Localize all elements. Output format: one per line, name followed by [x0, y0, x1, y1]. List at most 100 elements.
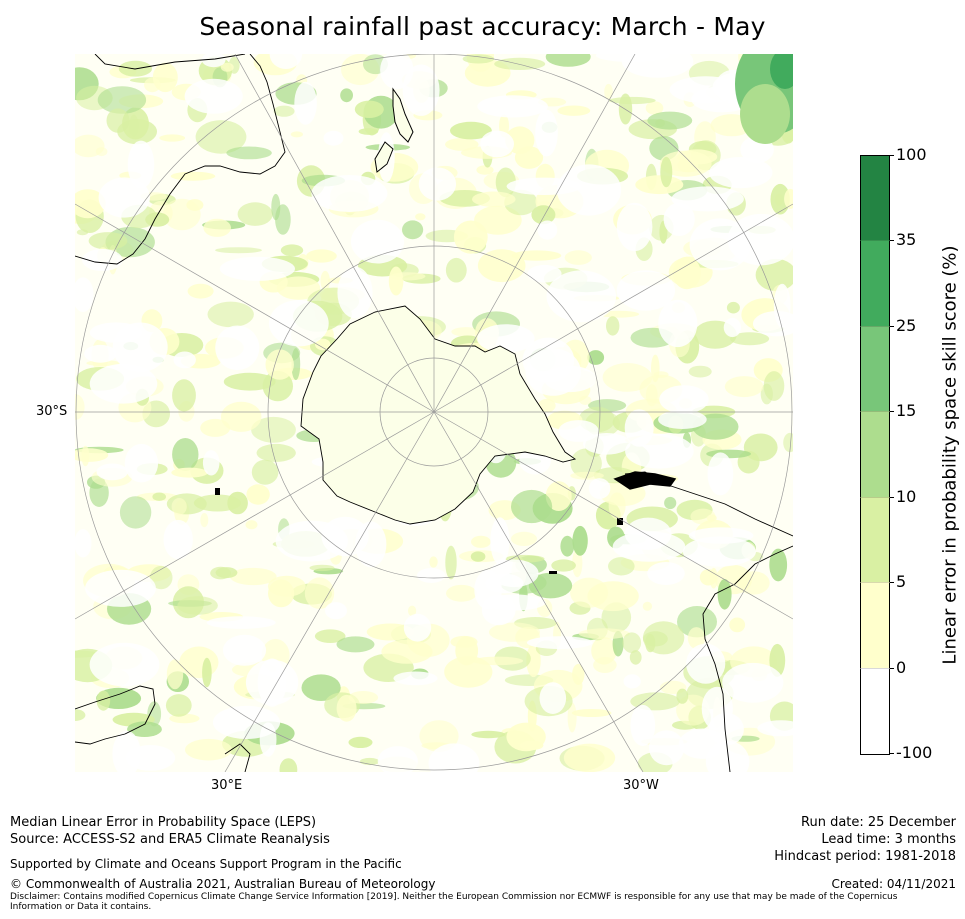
skill-gap [527, 264, 562, 283]
skill-gap [556, 164, 622, 216]
skill-patch [203, 218, 231, 237]
skill-patch [450, 121, 492, 140]
skill-patch [429, 556, 438, 568]
skill-patch [237, 202, 273, 226]
skill-patch [451, 327, 482, 337]
skill-patch [340, 88, 353, 103]
skill-patch [453, 220, 488, 254]
skill-gap [75, 529, 92, 558]
skill-patch [226, 146, 272, 160]
skill-gap [659, 385, 709, 414]
colorbar-tickmark [890, 582, 894, 584]
skill-gap [727, 213, 793, 266]
skill-patch [489, 622, 540, 642]
skill-patch [604, 83, 613, 100]
skill-patch [127, 721, 162, 737]
skill-gap [403, 613, 432, 642]
skill-gap [89, 642, 160, 687]
skill-patch [256, 443, 296, 462]
skill-patch [635, 175, 684, 195]
skill-patch [629, 650, 642, 665]
africa-coastline [75, 685, 156, 745]
skill-gap [206, 616, 276, 629]
skill-patch [251, 459, 279, 485]
skill-patch [470, 551, 486, 562]
colorbar-tick-label: 100 [896, 145, 927, 164]
skill-gap [75, 277, 94, 313]
madagascar-coastline [224, 743, 251, 772]
skill-gap [663, 202, 695, 236]
skill-patch [511, 250, 562, 261]
skill-gap [485, 573, 524, 594]
skill-patch [643, 631, 668, 647]
skill-patch [557, 105, 591, 116]
skill-patch [119, 496, 152, 529]
lon-label-30e: 30°E [211, 778, 243, 793]
colorbar-tickmark [890, 155, 894, 156]
skill-gap [201, 54, 226, 68]
skill-patch [170, 171, 216, 181]
skill-patch [290, 131, 303, 138]
skill-patch [75, 189, 106, 219]
skill-patch [769, 548, 788, 582]
skill-patch [301, 674, 341, 701]
polar-map [75, 54, 793, 772]
footer-copyright: © Commonwealth of Australia 2021, Austra… [10, 877, 436, 891]
skill-gap [222, 634, 267, 666]
skill-patch [571, 709, 612, 717]
colorbar-tick-label: 25 [896, 315, 917, 335]
skill-gap [98, 177, 150, 218]
skill-gap [219, 256, 295, 281]
colorbar-segment [860, 582, 890, 669]
skill-gap [707, 452, 734, 496]
skill-patch [567, 702, 577, 733]
skill-patch [455, 636, 479, 666]
high-skill-patch [740, 84, 790, 144]
skill-patch [572, 525, 588, 556]
skill-gap [184, 78, 243, 114]
skill-patch [354, 100, 384, 118]
skill-patch [402, 220, 424, 240]
skill-gap [630, 704, 656, 747]
colorbar-tick-label: 35 [896, 230, 917, 250]
colorbar-tick-label: 5 [896, 572, 907, 592]
skill-patch [75, 394, 85, 420]
skill-patch [724, 376, 764, 398]
skill-gap [624, 409, 654, 447]
skill-patch [477, 249, 526, 283]
skill-gap [558, 420, 599, 442]
footer-run-date: Run date: 25 December [801, 815, 956, 830]
skill-patch [471, 730, 506, 739]
skill-gap [127, 140, 155, 189]
skill-patch [348, 691, 379, 704]
skill-patch [215, 247, 262, 254]
skill-patch [348, 736, 373, 749]
skill-gap [96, 463, 128, 481]
skill-gap [325, 602, 347, 620]
skill-patch [545, 481, 572, 511]
skill-gap [355, 521, 387, 568]
skill-patch [275, 204, 291, 235]
skill-gap [323, 130, 344, 146]
skill-patch [207, 301, 254, 328]
skill-gap [773, 283, 791, 328]
skill-patch [172, 379, 196, 412]
footer-leps-line: Median Linear Error in Probability Space… [10, 815, 317, 830]
skill-patch [645, 384, 658, 407]
skill-gap [723, 317, 742, 338]
skill-gap [709, 157, 773, 189]
skill-gap [428, 743, 480, 772]
south-america-coastline [624, 471, 793, 772]
footer-lead-time: Lead time: 3 months [821, 832, 956, 847]
skill-patch [165, 694, 192, 717]
skill-patch [474, 205, 522, 235]
skill-patch [606, 316, 620, 336]
skill-gap [722, 662, 784, 703]
skill-patch [172, 438, 199, 471]
skill-patch [755, 258, 793, 292]
skill-patch [591, 637, 617, 665]
skill-patch [159, 134, 186, 142]
skill-patch [717, 579, 732, 610]
colorbar: 100 35 25 15 10 5 0 -100 [860, 147, 932, 761]
skill-patch [462, 54, 495, 64]
